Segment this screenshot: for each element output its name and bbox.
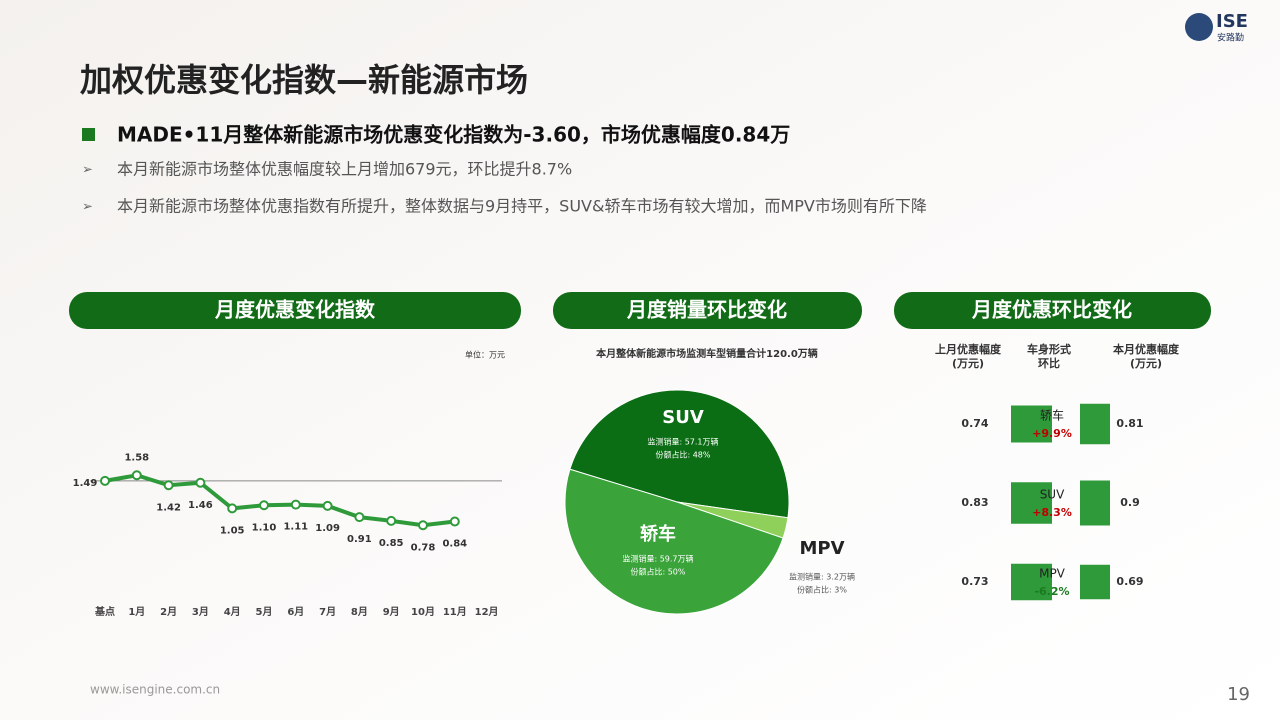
footer-url: www.isengine.com.cn: [90, 683, 220, 697]
bullet: 本月新能源市场整体优惠幅度较上月增加679元，环比提升8.7%: [117, 160, 572, 179]
logo: ISE: [1216, 11, 1248, 32]
category: 轿车: [1040, 408, 1064, 423]
bar-label: 0.81: [1116, 417, 1143, 430]
panel-header: [69, 292, 521, 329]
data-label: 1.09: [315, 523, 340, 534]
line: [104, 473, 456, 528]
x-tick-label: 7月: [319, 606, 336, 618]
point: [290, 499, 301, 510]
arrow: ➢: [82, 200, 93, 215]
point: [386, 515, 397, 526]
x-tick-label: 1月: [128, 606, 145, 618]
slice-detail: 监测销量: 57.1万辆: [647, 437, 718, 447]
slice-detail: 监测销量: 59.7万辆: [622, 554, 693, 564]
x-tick-label: 12月: [475, 606, 499, 618]
x-tick-label: 9月: [383, 606, 400, 618]
panel-title: 月度优惠环比变化: [971, 298, 1132, 322]
slice-detail: 份额占比: 3%: [797, 585, 847, 595]
bar-label: 0.9: [1120, 496, 1140, 509]
bar: [1011, 405, 1052, 443]
change-label: -6.2%: [1034, 585, 1069, 598]
bar-label: 0.69: [1116, 575, 1143, 588]
slice-label: SUV: [662, 407, 704, 428]
slice-label: MPV: [799, 538, 844, 559]
bar-label: 0.73: [961, 575, 988, 588]
category: MPV: [1039, 567, 1066, 581]
bar: [1080, 480, 1110, 526]
logo-icon: [1185, 13, 1213, 41]
point: [195, 477, 206, 488]
column-header: 上月优惠幅度: [935, 342, 1002, 356]
x-tick-label: 11月: [443, 606, 467, 618]
x-tick-label: 3月: [192, 606, 209, 618]
data-label: 1.05: [220, 525, 245, 536]
x-tick-label: 6月: [287, 606, 304, 618]
x-tick-label: 5月: [256, 606, 273, 618]
main-bullet: MADE•11月整体新能源市场优惠变化指数为-3.60，市场优惠幅度0.84万: [117, 123, 790, 147]
point: [449, 516, 460, 527]
bar: [1011, 482, 1052, 524]
bar-label: 0.83: [961, 496, 988, 509]
bar: [1080, 403, 1110, 445]
subtitle: 本月整体新能源市场监测车型销量合计120.0万辆: [596, 347, 818, 360]
x-tick-label: 10月: [411, 606, 435, 618]
column-header: 车身形式: [1027, 342, 1071, 356]
column-header: 本月优惠幅度: [1113, 342, 1180, 356]
panel-title: 月度优惠变化指数: [214, 298, 376, 322]
change-label: +8.3%: [1032, 506, 1072, 519]
point: [259, 500, 269, 511]
column-header: (万元): [952, 357, 984, 370]
slice-detail: 监测销量: 3.2万辆: [789, 572, 855, 582]
column-header: (万元): [1130, 357, 1162, 370]
panel-header: [553, 292, 862, 329]
data-label: 1.10: [252, 522, 277, 533]
arrow: ➢: [82, 163, 93, 178]
x-tick-label: 基点: [94, 605, 115, 618]
point: [131, 470, 142, 481]
page-number: 19: [1227, 684, 1250, 705]
data-label: 0.85: [379, 538, 404, 549]
point: [418, 520, 428, 531]
bullet-square: [82, 128, 95, 141]
slice-detail: 份额占比: 50%: [630, 567, 685, 577]
category: SUV: [1040, 488, 1065, 502]
unit: 单位：万元: [465, 350, 505, 360]
pie-slice: [564, 468, 784, 615]
slice-label: 轿车: [640, 523, 676, 545]
point: [163, 480, 174, 491]
data-label: 1.11: [283, 522, 308, 533]
data-label: 1.46: [188, 500, 213, 511]
point: [227, 503, 238, 514]
point: [354, 512, 365, 523]
change-label: +9.9%: [1032, 427, 1072, 440]
data-label: 1.58: [124, 452, 149, 463]
point: [322, 500, 333, 511]
x-tick-label: 4月: [224, 606, 241, 618]
column-header: 环比: [1038, 356, 1060, 370]
slice-detail: 份额占比: 48%: [655, 450, 710, 460]
data-label: 0.91: [347, 534, 372, 545]
data-label: 0.78: [411, 542, 436, 553]
x-tick-label: 8月: [351, 606, 368, 618]
bar-label: 0.74: [961, 417, 988, 430]
panel-header: [894, 292, 1211, 329]
x-tick-label: 2月: [160, 606, 177, 618]
data-label: 1.49: [73, 478, 98, 489]
logo-sub: 安路勤: [1217, 32, 1244, 44]
title: 加权优惠变化指数—新能源市场: [80, 61, 528, 99]
bar: [1011, 563, 1052, 601]
panel-title: 月度销量环比变化: [626, 298, 787, 322]
bullet: 本月新能源市场整体优惠指数有所提升，整体数据与9月持平，SUV&轿车市场有较大增…: [117, 197, 927, 216]
point: [100, 475, 110, 486]
data-label: 0.84: [442, 539, 467, 550]
data-label: 1.42: [156, 502, 181, 513]
bar: [1080, 564, 1110, 600]
